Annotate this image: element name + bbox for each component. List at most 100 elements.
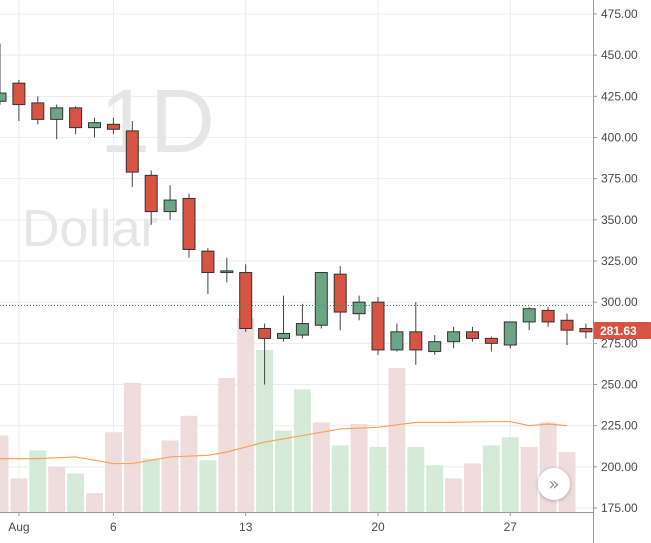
volume-bar [388, 368, 406, 512]
y-tick-label: 200.00 [601, 460, 638, 474]
candle-body [163, 199, 177, 213]
volume-bar [237, 318, 255, 512]
candle [314, 272, 328, 329]
volume-bar [180, 415, 198, 512]
candle [484, 336, 498, 352]
volume-bar [482, 445, 500, 512]
current-price-tag: 281.63 [594, 322, 651, 339]
candle [144, 170, 158, 225]
candle [258, 323, 272, 385]
candle-body [390, 331, 404, 351]
candle [220, 257, 234, 283]
candle-body [371, 301, 385, 351]
x-axis: Aug 6 13 20 27 [8, 512, 517, 534]
candle [163, 185, 177, 220]
candle-body [31, 102, 45, 120]
volume-ma-layer [0, 420, 568, 465]
candle [333, 265, 347, 331]
candle-body [258, 328, 272, 339]
candle-body [12, 82, 26, 106]
watermark: 1D Dollar [22, 72, 215, 258]
candle-body [295, 323, 309, 336]
volume-bar [464, 463, 481, 512]
y-tick-label: 175.00 [601, 501, 638, 515]
volume-layer [0, 318, 576, 512]
volume-bar [199, 460, 217, 512]
candle-body [484, 337, 498, 344]
y-tick-label: 325.00 [601, 254, 638, 268]
candle-body [182, 197, 196, 250]
volume-bar [520, 447, 538, 512]
volume-bar [218, 377, 236, 512]
candle-body [541, 309, 555, 323]
candle-body [428, 341, 442, 353]
candle-body [69, 107, 83, 129]
candle-body [277, 332, 290, 339]
volume-bar [445, 478, 463, 512]
y-tick-label: 225.00 [601, 419, 638, 433]
candle [522, 307, 536, 331]
scroll-to-realtime-button[interactable]: » [538, 468, 570, 500]
volume-bar [142, 458, 160, 512]
x-tick-label: 20 [371, 520, 385, 534]
volume-bar [123, 382, 141, 512]
volume-bar [29, 450, 47, 512]
candle [560, 313, 574, 345]
volume-bar [256, 349, 274, 512]
candle-body [220, 270, 234, 274]
volume-bar [426, 465, 444, 512]
candle [201, 247, 215, 294]
candle [428, 335, 442, 355]
candle [88, 117, 101, 138]
volume-bar [86, 493, 103, 512]
volume-bar [161, 440, 179, 512]
y-tick-label: 475.00 [601, 7, 638, 21]
candle-body [503, 321, 517, 346]
candle [182, 193, 196, 258]
x-tick-label: 27 [504, 520, 518, 534]
y-tick-label: 425.00 [601, 89, 638, 103]
volume-bar [275, 430, 292, 512]
x-tick-label: 6 [110, 520, 117, 534]
candle [295, 303, 309, 339]
y-tick-label: 400.00 [601, 131, 638, 145]
y-tick-label: 450.00 [601, 48, 638, 62]
volume-bar [312, 422, 330, 512]
candle-body [314, 272, 328, 326]
candle [352, 295, 366, 321]
candle-body [239, 272, 253, 330]
volume-bar [67, 473, 85, 512]
candle [50, 104, 64, 140]
candle [371, 297, 385, 355]
volume-bar [350, 424, 368, 512]
candle [106, 117, 120, 135]
volume-bar [369, 447, 387, 512]
y-tick-label: 250.00 [601, 378, 638, 392]
x-tick-label: 13 [239, 520, 253, 534]
candle-body [88, 122, 101, 129]
candle [409, 302, 423, 365]
candle [579, 323, 593, 339]
candle [31, 96, 45, 125]
volume-ma-line [0, 420, 568, 465]
candle [466, 326, 479, 342]
y-tick-label: 275.00 [601, 336, 638, 350]
candle [69, 106, 83, 135]
candle-body [522, 308, 536, 323]
candle-layer [0, 43, 593, 385]
double-chevron-right-icon: » [548, 473, 560, 495]
watermark-interval: 1D [100, 72, 215, 172]
volume-bar [501, 437, 519, 512]
y-tick-label: 300.00 [601, 295, 638, 309]
candle-body [201, 250, 215, 274]
candle [277, 295, 290, 342]
candle-body [352, 301, 366, 315]
y-tick-label: 375.00 [601, 172, 638, 186]
candle-body [409, 331, 423, 351]
y-tick-label: 350.00 [601, 213, 638, 227]
volume-bar [407, 447, 425, 512]
candle [12, 79, 26, 122]
candle [390, 323, 404, 352]
